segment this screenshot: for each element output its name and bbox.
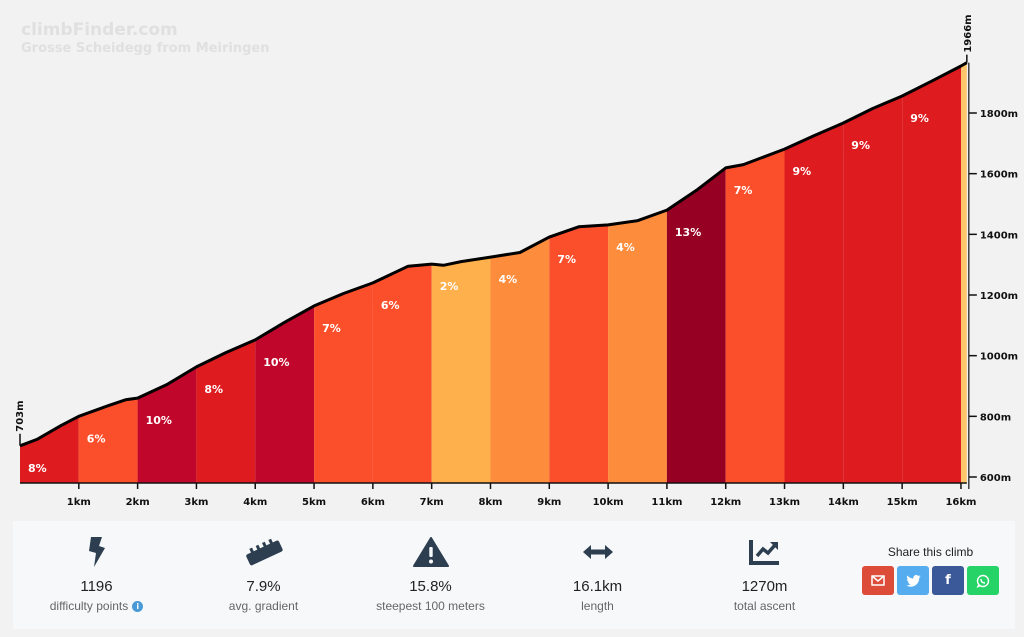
x-tick-label: 7km [420, 497, 444, 508]
stat-label: length [581, 599, 614, 613]
y-tick-label: 1200m [980, 291, 1018, 302]
x-tick-label: 9km [537, 497, 561, 508]
stat-value: 16.1km [572, 578, 623, 595]
twitter-icon [905, 574, 921, 587]
warning-icon [347, 537, 514, 567]
x-tick-label: 2km [126, 497, 150, 508]
stat-label: total ascent [733, 599, 796, 613]
gradient-segment [137, 366, 197, 483]
gradient-label: 2% [440, 280, 459, 293]
x-tick-label: 14km [828, 497, 859, 508]
y-tick-label: 1600m [980, 170, 1018, 181]
gradient-label: 9% [793, 165, 812, 178]
gradient-segments [20, 62, 967, 483]
gradient-segment [431, 257, 491, 483]
share-title: Share this climb [887, 545, 974, 559]
stat-label: avg. gradient [228, 599, 299, 613]
stat-difficulty: 1196 difficulty points i [13, 521, 180, 613]
y-tick-label: 800m [980, 412, 1011, 423]
facebook-icon: f [945, 573, 951, 588]
y-tick-label: 600m [980, 473, 1011, 484]
gradient-label: 7% [557, 253, 576, 266]
share-whatsapp-button[interactable] [967, 566, 999, 595]
gradient-label: 7% [734, 184, 753, 197]
y-tick-label: 1800m [980, 109, 1018, 120]
y-tick-label: 1000m [980, 352, 1018, 363]
share-email-button[interactable] [862, 566, 894, 595]
ruler-icon [180, 537, 347, 567]
x-tick-label: 15km [887, 497, 918, 508]
gradient-segment [784, 123, 844, 483]
x-tick-label: 6km [361, 497, 385, 508]
x-tick-label: 4km [243, 497, 267, 508]
gradient-segment [608, 210, 667, 483]
whatsapp-icon [976, 574, 990, 588]
gradient-label: 7% [322, 322, 341, 335]
gradient-segment [255, 305, 315, 483]
stat-total-ascent: 1270m total ascent [681, 521, 848, 613]
stat-value: 15.8% [409, 578, 452, 595]
gradient-segment [666, 167, 726, 483]
gradient-label: 6% [87, 432, 106, 445]
envelope-icon [871, 575, 885, 586]
x-tick-label: 3km [184, 497, 208, 508]
stat-value: 1196 [80, 578, 113, 595]
start-elevation-label: 703m [15, 400, 26, 431]
gradient-segment [314, 282, 373, 483]
y-tick-label: 1400m [980, 230, 1018, 241]
gradient-segment [961, 62, 967, 483]
stat-value: 1270m [741, 578, 788, 595]
watermark-site: climbFinder.com [21, 20, 178, 40]
x-tick-label: 8km [478, 497, 502, 508]
share-buttons: f [848, 566, 1013, 595]
gradient-label: 10% [263, 356, 289, 369]
axes: 1km 2km 3km 4km 5km 6km 7km 8km 9km 10km 11km 12km 1… [15, 14, 1018, 508]
gradient-label: 9% [851, 139, 870, 152]
gradient-segment [78, 398, 138, 483]
stats-panel: 1196 difficulty points i 7.9% avg. gradi… [13, 521, 1015, 629]
gradient-label: 4% [499, 273, 518, 286]
gradient-segment [902, 66, 961, 483]
watermark: climbFinder.com Grosse Scheidegg from Me… [21, 20, 270, 56]
bolt-icon [13, 537, 180, 567]
end-elevation-label: 1966m [963, 14, 974, 52]
share-twitter-button[interactable] [897, 566, 929, 595]
gradient-segment [725, 149, 785, 483]
profile-line [19, 61, 968, 448]
stat-value: 7.9% [246, 578, 281, 595]
stat-label: difficulty points [49, 599, 129, 613]
gradient-label: 8% [28, 462, 47, 475]
gradient-label: 4% [616, 241, 635, 254]
chart-line-icon [681, 537, 848, 567]
arrows-horizontal-icon [514, 537, 681, 567]
stat-length: 16.1km length [514, 521, 681, 613]
gradient-segment [20, 416, 79, 483]
gradient-segment [549, 224, 609, 483]
x-tick-label: 11km [651, 497, 682, 508]
x-tick-label: 12km [710, 497, 741, 508]
x-tick-label: 16km [945, 497, 976, 508]
x-tick-label: 5km [302, 497, 326, 508]
x-tick-label: 1km [67, 497, 91, 508]
stat-label: steepest 100 meters [376, 599, 485, 613]
stat-avg-gradient: 7.9% avg. gradient [180, 521, 347, 613]
gradient-segment [490, 237, 550, 483]
gradient-labels: 8% 6% 10% 8% 10% 7% 6% 2% 4% 7% 4% 13% 7% 9% 9% 9% [28, 112, 929, 475]
stat-steepest: 15.8% steepest 100 meters [347, 521, 514, 613]
elevation-profile-chart: 8% 6% 10% 8% 10% 7% 6% 2% 4% 7% 4% 13% 7% 9% 9% 9% 1km 2… [15, 14, 1018, 508]
gradient-label: 10% [146, 414, 172, 427]
gradient-segment [196, 339, 256, 483]
share-facebook-button[interactable]: f [932, 566, 964, 595]
info-icon[interactable]: i [132, 600, 144, 612]
gradient-label: 6% [381, 299, 400, 312]
gradient-segment [843, 96, 903, 483]
x-tick-label: 10km [593, 497, 624, 508]
share-section: Share this climb f [848, 521, 1013, 595]
watermark-climb-name: Grosse Scheidegg from Meiringen [21, 41, 270, 56]
gradient-label: 9% [910, 112, 929, 125]
gradient-label: 13% [675, 226, 701, 239]
gradient-segment [372, 264, 432, 483]
x-tick-label: 13km [769, 497, 800, 508]
gradient-label: 8% [204, 383, 223, 396]
